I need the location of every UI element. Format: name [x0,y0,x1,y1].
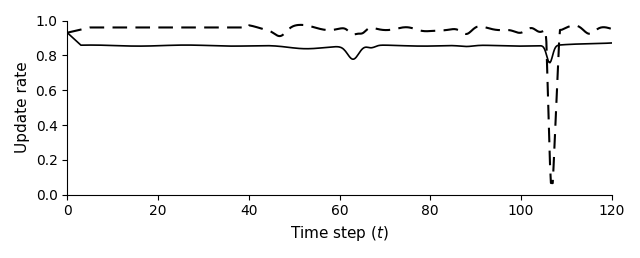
X-axis label: Time step $(t)$: Time step $(t)$ [290,224,389,243]
Y-axis label: Update rate: Update rate [15,62,30,154]
